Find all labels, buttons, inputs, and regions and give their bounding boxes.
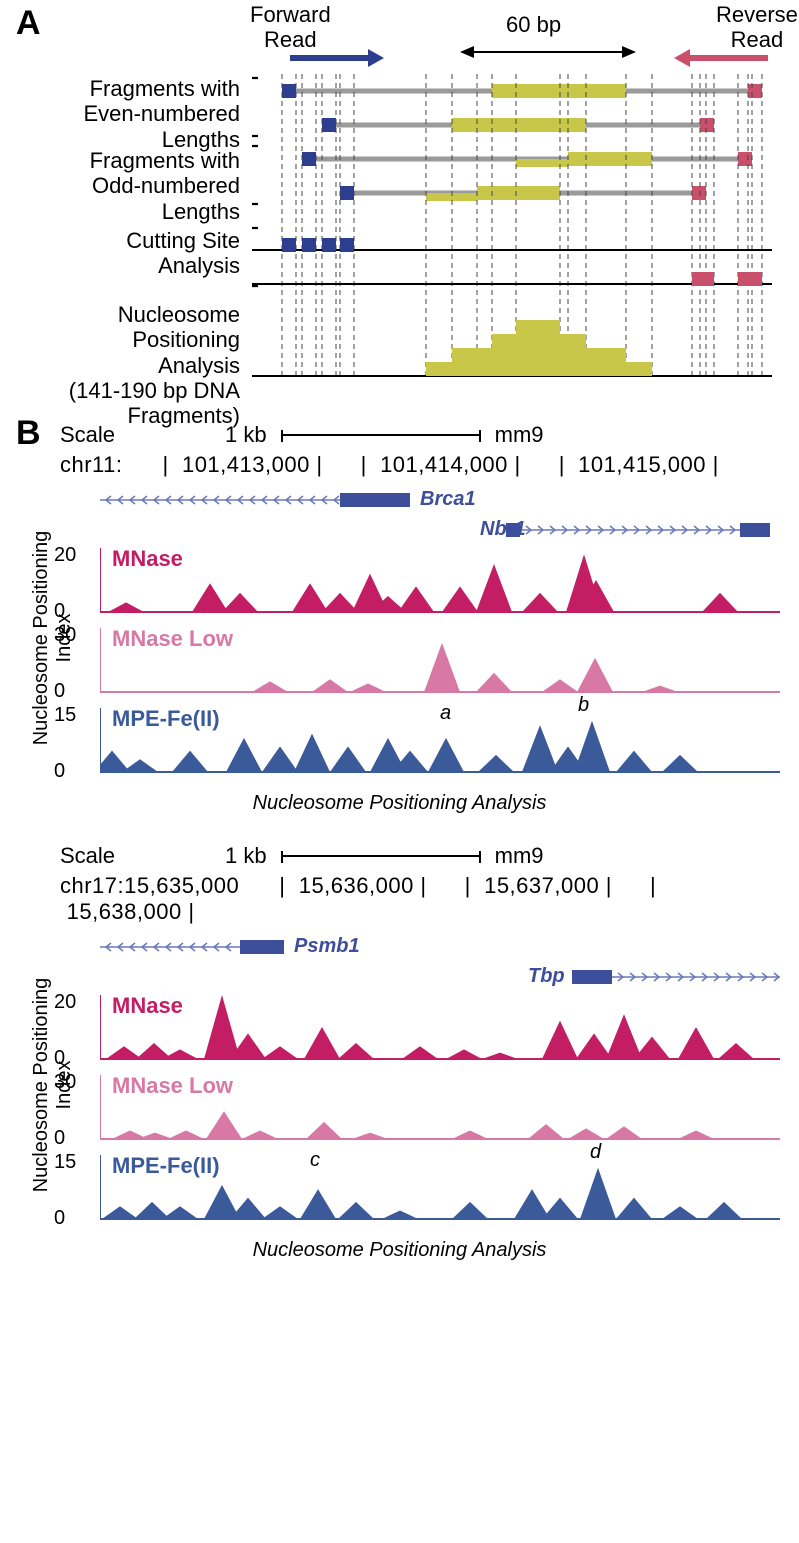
ytick-0: 0	[54, 1127, 65, 1150]
peak-label-a: a	[440, 702, 451, 725]
gene-label-nbr1: Nbr1	[480, 518, 526, 541]
panel-b: B Scale1 kbmm9chr11:| 101,413,000 || 101…	[20, 422, 779, 1262]
even-fragments-label: Fragments withEven-numberedLengths	[20, 76, 240, 152]
panel-a: A ForwardReadReverseRead60 bp Fragments …	[20, 12, 779, 392]
ytick-max: 20	[54, 544, 76, 567]
dim-label: 60 bp	[506, 12, 561, 38]
track-label: MPE-Fe(II)	[112, 1153, 220, 1179]
coords-row: chr17:15,635,000| 15,636,000 || 15,637,0…	[60, 873, 779, 925]
panel-a-label: A	[16, 4, 41, 43]
track-mnase-low: 030MNase Low	[100, 1075, 779, 1155]
track-label: MNase	[112, 993, 183, 1019]
tracks-wrap: Nucleosome Positioning Index020MNase030M…	[20, 995, 779, 1235]
track-mpe-fe-ii-: 015MPE-Fe(II)cd	[100, 1155, 779, 1235]
gene-label-psmb1: Psmb1	[294, 935, 360, 958]
ytick-0: 0	[54, 1207, 65, 1230]
gene-row-brca1: Brca1	[100, 488, 779, 512]
peak-label-c: c	[310, 1149, 320, 1172]
track-caption: Nucleosome Positioning Analysis	[20, 1239, 779, 1262]
track-label: MNase Low	[112, 626, 233, 652]
ytick-max: 15	[54, 1151, 76, 1174]
gene-label-tbp: Tbp	[528, 965, 565, 988]
region-1: Scale1 kbmm9 chr17:15,635,000| 15,636,000…	[20, 843, 779, 1262]
track-mnase: 020MNase	[100, 995, 779, 1075]
ytick-max: 20	[54, 991, 76, 1014]
track-profile	[100, 995, 780, 1065]
scale-row: Scale1 kbmm9	[60, 422, 779, 448]
ytick-0: 0	[54, 760, 65, 783]
cutting-site-label: Cutting SiteAnalysis	[20, 228, 240, 279]
ytick-0: 0	[54, 680, 65, 703]
ytick-max: 15	[54, 704, 76, 727]
gene-row-tbp: Tbp	[100, 965, 779, 989]
tracks-wrap: Nucleosome Positioning Index020MNase030M…	[20, 548, 779, 788]
figure: A ForwardReadReverseRead60 bp Fragments …	[0, 0, 799, 1310]
track-label: MNase	[112, 546, 183, 572]
track-label: MPE-Fe(II)	[112, 706, 220, 732]
ytick-max: 30	[54, 1071, 76, 1094]
reverse-read-label: ReverseRead	[716, 2, 798, 53]
ytick-max: 30	[54, 624, 76, 647]
gene-row-nbr1: Nbr1	[100, 518, 779, 542]
panel-a-header: ForwardReadReverseRead60 bp	[260, 12, 779, 68]
ytick-0: 0	[54, 1047, 65, 1070]
gene-row-psmb1: Psmb1	[100, 935, 779, 959]
track-caption: Nucleosome Positioning Analysis	[20, 792, 779, 815]
coords-row: chr11:| 101,413,000 || 101,414,000 || 10…	[60, 452, 779, 478]
panel-a-body: Fragments withEven-numberedLengthsFragme…	[20, 74, 779, 392]
track-label: MNase Low	[112, 1073, 233, 1099]
scale-row: Scale1 kbmm9	[60, 843, 779, 869]
nucleosome-analysis-label: Nucleosome PositioningAnalysis(141-190 b…	[20, 302, 240, 428]
region-0: Scale1 kbmm9 chr11:| 101,413,000 || 101,4…	[20, 422, 779, 815]
track-mnase: 020MNase	[100, 548, 779, 628]
peak-label-b: b	[578, 694, 589, 717]
track-mpe-fe-ii-: 015MPE-Fe(II)ab	[100, 708, 779, 788]
odd-fragments-label: Fragments withOdd-numberedLengths	[20, 148, 240, 224]
ytick-0: 0	[54, 600, 65, 623]
forward-read-label: ForwardRead	[250, 2, 331, 53]
gene-label-brca1: Brca1	[420, 488, 476, 511]
track-profile	[100, 548, 780, 618]
track-mnase-low: 030MNase Low	[100, 628, 779, 708]
panel-a-diagram	[252, 74, 772, 392]
peak-label-d: d	[590, 1141, 601, 1164]
